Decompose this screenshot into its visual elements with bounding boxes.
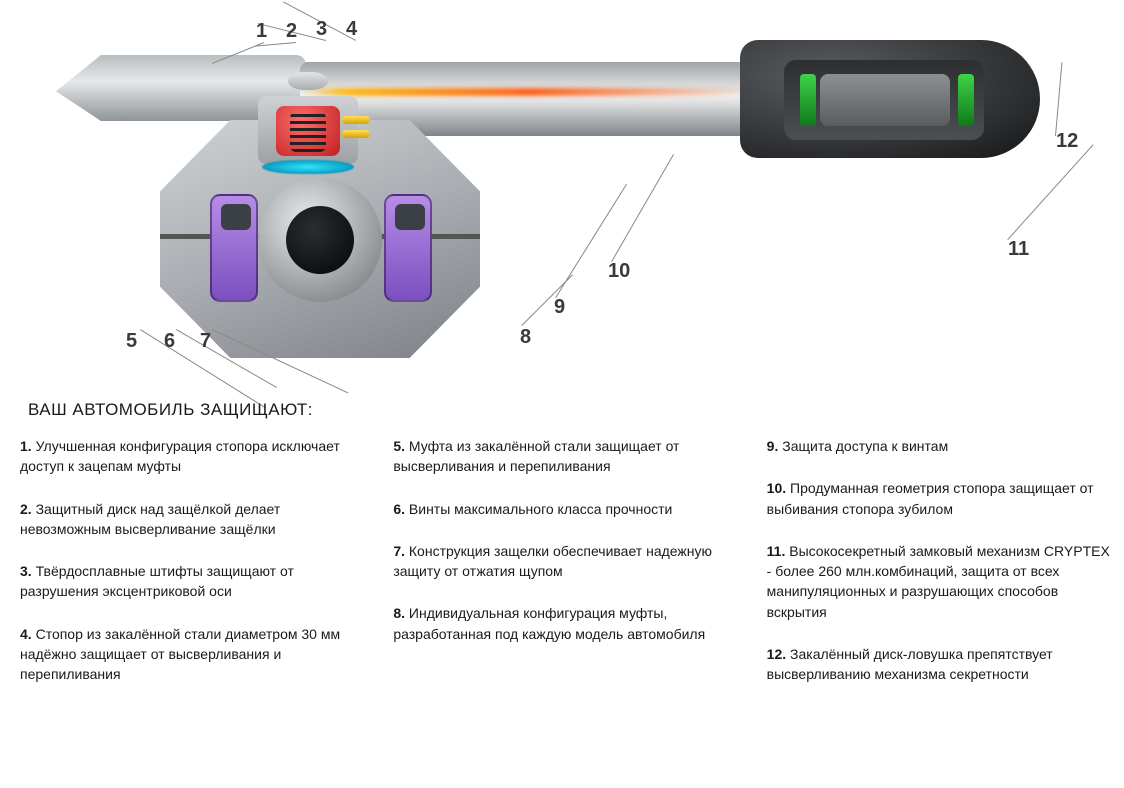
feature-text: Конструкция защелки обеспечивает надежну… xyxy=(393,543,712,579)
feature-text: Защитный диск над защёлкой делает невозм… xyxy=(20,501,280,537)
feature-number: 2. xyxy=(20,501,32,517)
features-col-1: 1. Улучшенная конфигурация стопора исклю… xyxy=(20,436,363,685)
callout-2: 2 xyxy=(286,20,297,43)
feature-item: 1. Улучшенная конфигурация стопора исклю… xyxy=(20,436,363,477)
feature-number: 7. xyxy=(393,543,405,559)
section-heading: ВАШ АВТОМОБИЛЬ ЗАЩИЩАЮТ: xyxy=(28,400,313,420)
feature-item: 2. Защитный диск над защёлкой делает нев… xyxy=(20,499,363,540)
features-columns: 1. Улучшенная конфигурация стопора исклю… xyxy=(20,436,1110,685)
latch-spring xyxy=(290,112,326,152)
callout-11: 11 xyxy=(1008,238,1029,261)
feature-item: 6. Винты максимального класса прочности xyxy=(393,499,736,519)
feature-number: 5. xyxy=(393,438,405,454)
features-col-2: 5. Муфта из закалённой стали защищает от… xyxy=(393,436,736,685)
callout-12: 12 xyxy=(1056,130,1078,153)
bolt-left xyxy=(210,194,258,302)
callout-10: 10 xyxy=(608,260,630,283)
feature-number: 9. xyxy=(767,438,779,454)
feature-text: Твёрдосплавные штифты защищают от разруш… xyxy=(20,563,294,599)
lock-cage xyxy=(800,74,816,126)
feature-item: 9. Защита доступа к винтам xyxy=(767,436,1110,456)
feature-item: 12. Закалённый диск-ловушка препятствует… xyxy=(767,644,1110,685)
feature-text: Индивидуальная конфигурация муфты, разра… xyxy=(393,605,705,641)
feature-item: 3. Твёрдосплавные штифты защищают от раз… xyxy=(20,561,363,602)
callout-7: 7 xyxy=(200,330,211,353)
feature-number: 4. xyxy=(20,626,32,642)
lead-line xyxy=(611,154,674,262)
callout-3: 3 xyxy=(316,18,327,41)
feature-number: 12. xyxy=(767,646,786,662)
lock-cage xyxy=(958,74,974,126)
feature-text: Муфта из закалённой стали защищает от вы… xyxy=(393,438,679,474)
lead-line xyxy=(1055,62,1062,136)
feature-item: 7. Конструкция защелки обеспечивает наде… xyxy=(393,541,736,582)
feature-item: 4. Стопор из закалённой стали диаметром … xyxy=(20,624,363,685)
feature-item: 5. Муфта из закалённой стали защищает от… xyxy=(393,436,736,477)
feature-text: Закалённый диск-ловушка препятствует выс… xyxy=(767,646,1053,682)
bore-hole xyxy=(286,206,354,274)
feature-text: Стопор из закалённой стали диаметром 30 … xyxy=(20,626,340,683)
feature-item: 11. Высокосекретный замковый механизм CR… xyxy=(767,541,1110,622)
feature-number: 11. xyxy=(767,543,786,559)
protective-disc-top xyxy=(288,72,328,90)
feature-item: 10. Продуманная геометрия стопора защища… xyxy=(767,478,1110,519)
bolt-right xyxy=(384,194,432,302)
feature-text: Защита доступа к винтам xyxy=(778,438,948,454)
callout-6: 6 xyxy=(164,330,175,353)
feature-number: 10. xyxy=(767,480,786,496)
feature-number: 6. xyxy=(393,501,405,517)
feature-number: 8. xyxy=(393,605,405,621)
feature-number: 1. xyxy=(20,438,32,454)
features-col-3: 9. Защита доступа к винтам 10. Продуманна… xyxy=(767,436,1110,685)
feature-text: Продуманная геометрия стопора защищает о… xyxy=(767,480,1094,516)
feature-text: Винты максимального класса прочности xyxy=(405,501,672,517)
feature-text: Улучшенная конфигурация стопора исключае… xyxy=(20,438,340,474)
protective-disc-blue xyxy=(262,160,354,174)
shaft-glow xyxy=(300,88,760,96)
carbide-pin xyxy=(342,116,370,124)
callout-9: 9 xyxy=(554,296,565,319)
callout-5: 5 xyxy=(126,330,137,353)
feature-item: 8. Индивидуальная конфигурация муфты, ра… xyxy=(393,603,736,644)
feature-number: 3. xyxy=(20,563,32,579)
carbide-pin xyxy=(342,130,370,138)
callout-1: 1 xyxy=(256,20,267,43)
callout-4: 4 xyxy=(346,18,357,41)
feature-text: Высокосекретный замковый механизм CRYPTE… xyxy=(767,543,1110,620)
lead-line xyxy=(1007,144,1093,240)
lock-cylinder xyxy=(820,74,950,126)
diagram-area: 1 2 3 4 5 6 7 8 9 10 11 12 xyxy=(0,0,1124,370)
callout-8: 8 xyxy=(520,326,531,349)
